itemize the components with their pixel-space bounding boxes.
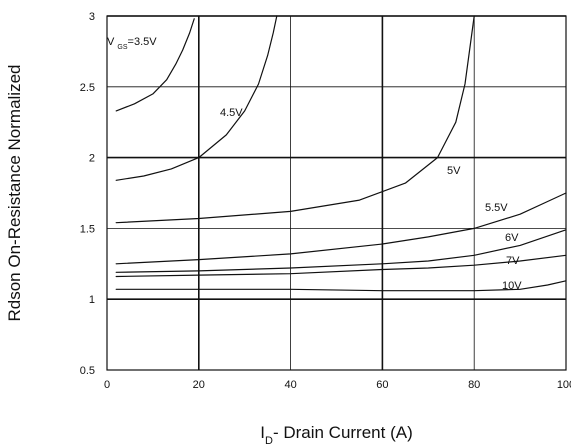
x-tick-label: 80 [468, 379, 480, 391]
series-line-4 [115, 192, 567, 265]
series-line-3 [115, 15, 475, 224]
x-tick-label: 100 [557, 379, 571, 391]
series-label-7v: 7V [506, 255, 520, 267]
series-layer [115, 15, 567, 292]
y-tick-label: 2.5 [80, 82, 95, 94]
y-tick-label: 0.5 [80, 365, 95, 377]
series-label-5-5v: 5.5V [485, 202, 508, 214]
series-label-3-5v: V GS=3.5V [107, 36, 157, 51]
series-label-5v: 5V [447, 165, 461, 177]
series-label-10v: 10V [502, 280, 522, 292]
series-line-1 [115, 18, 195, 112]
x-axis-label: ID- Drain Current (A) [260, 423, 413, 444]
plot-area [106, 15, 567, 371]
x-tick-label: 20 [193, 379, 205, 391]
series-line-2 [115, 15, 278, 181]
y-tick-label: 2 [89, 153, 95, 165]
y-tick-label: 1.5 [80, 223, 95, 235]
series-label-4-5v: 4.5V [220, 107, 243, 119]
x-tick-label: 0 [104, 379, 110, 391]
series-line-7 [115, 280, 567, 292]
series-line-5 [115, 229, 567, 273]
y-tick-label: 1 [89, 294, 95, 306]
x-tick-label: 40 [284, 379, 296, 391]
series-line-6 [115, 254, 567, 278]
series-label-6v: 6V [505, 232, 519, 244]
y-tick-label: 3 [89, 11, 95, 23]
x-tick-label: 60 [376, 379, 388, 391]
y-axis-label: Rdson On-Resistance Normalized [5, 65, 24, 322]
